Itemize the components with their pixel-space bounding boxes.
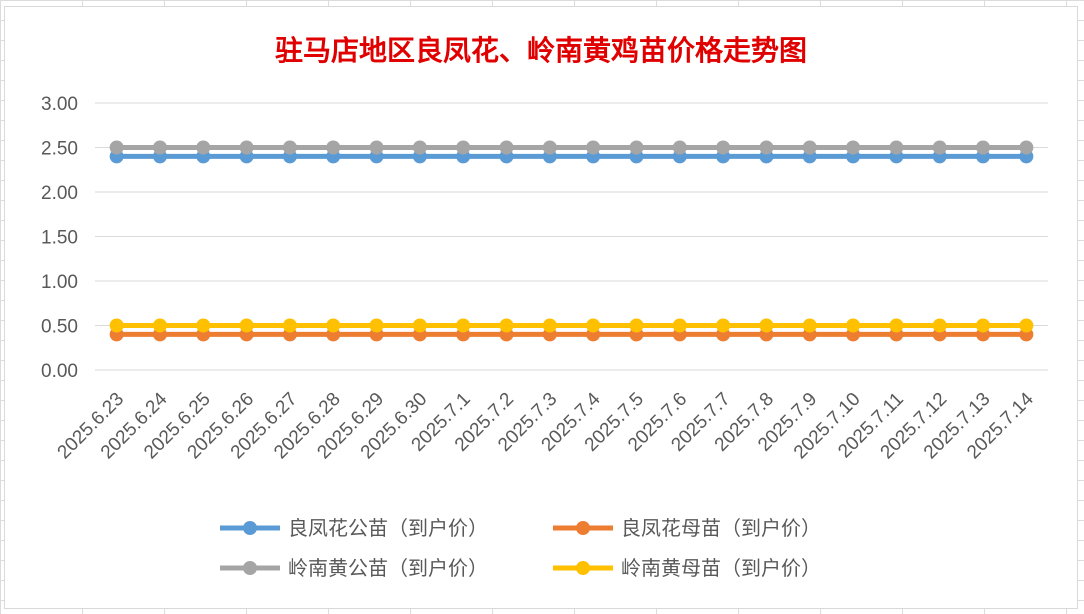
y-tick-label: 0.50	[41, 317, 78, 338]
data-point[interactable]	[586, 318, 601, 333]
legend-label: 岭南黄母苗（到户价）	[621, 556, 821, 580]
legend[interactable]: 良凤花公苗（到户价） 良凤花母苗（到户价） 岭南黄公苗（到户价） 岭南黄母苗（到户价）	[220, 516, 821, 580]
data-point[interactable]	[326, 140, 341, 155]
legend-item[interactable]: 岭南黄公苗（到户价）	[220, 556, 488, 580]
data-point[interactable]	[152, 318, 167, 333]
data-point[interactable]	[499, 140, 514, 155]
data-point[interactable]	[456, 140, 471, 155]
data-point[interactable]	[629, 140, 644, 155]
data-point[interactable]	[542, 318, 557, 333]
data-point[interactable]	[542, 140, 557, 155]
y-tick-label: 1.50	[41, 228, 78, 249]
legend-swatch-marker	[576, 561, 590, 575]
data-point[interactable]	[369, 318, 384, 333]
data-point[interactable]	[802, 318, 817, 333]
legend-label: 良凤花母苗（到户价）	[621, 516, 821, 540]
data-point[interactable]	[109, 140, 124, 155]
data-point[interactable]	[109, 318, 124, 333]
y-tick-label: 0.00	[41, 361, 78, 382]
series-lines	[109, 140, 1034, 342]
data-point[interactable]	[239, 140, 254, 155]
legend-item[interactable]: 良凤花母苗（到户价）	[553, 516, 821, 540]
data-point[interactable]	[282, 140, 297, 155]
data-point[interactable]	[716, 318, 731, 333]
data-point[interactable]	[196, 318, 211, 333]
data-point[interactable]	[932, 318, 947, 333]
legend-label: 岭南黄公苗（到户价）	[288, 556, 488, 580]
series-4[interactable]	[109, 318, 1034, 333]
data-point[interactable]	[196, 140, 211, 155]
legend-label: 良凤花公苗（到户价）	[288, 516, 488, 540]
gridlines	[95, 102, 1048, 371]
data-point[interactable]	[672, 140, 687, 155]
data-point[interactable]	[889, 318, 904, 333]
legend-swatch-marker	[576, 521, 590, 535]
legend-item[interactable]: 良凤花公苗（到户价）	[220, 516, 488, 540]
data-point[interactable]	[282, 318, 297, 333]
data-point[interactable]	[456, 318, 471, 333]
data-point[interactable]	[716, 140, 731, 155]
legend-item[interactable]: 岭南黄母苗（到户价）	[553, 556, 821, 580]
data-point[interactable]	[586, 140, 601, 155]
y-axis-ticks: 0.00 0.50 1.00 1.50 2.00 2.50 3.00	[41, 94, 78, 382]
data-point[interactable]	[672, 318, 687, 333]
data-point[interactable]	[802, 140, 817, 155]
data-point[interactable]	[932, 140, 947, 155]
y-tick-label: 2.00	[41, 183, 78, 204]
data-point[interactable]	[1019, 140, 1034, 155]
data-point[interactable]	[976, 140, 991, 155]
chart-area[interactable]: 驻马店地区良凤花、岭南黄鸡苗价格走势图	[4, 6, 1078, 609]
chart-title: 驻马店地区良凤花、岭南黄鸡苗价格走势图	[274, 34, 807, 67]
y-tick-label: 1.00	[41, 272, 78, 293]
data-point[interactable]	[846, 140, 861, 155]
data-point[interactable]	[499, 318, 514, 333]
data-point[interactable]	[152, 140, 167, 155]
y-tick-label: 2.50	[41, 139, 78, 160]
data-point[interactable]	[889, 140, 904, 155]
data-point[interactable]	[629, 318, 644, 333]
data-point[interactable]	[239, 318, 254, 333]
data-point[interactable]	[1019, 318, 1034, 333]
data-point[interactable]	[846, 318, 861, 333]
data-point[interactable]	[976, 318, 991, 333]
legend-swatch-marker	[243, 521, 257, 535]
x-axis-ticks: 2025.6.232025.6.242025.6.252025.6.262025…	[54, 388, 1039, 463]
legend-swatch-marker	[243, 561, 257, 575]
data-point[interactable]	[412, 140, 427, 155]
y-tick-label: 3.00	[41, 94, 78, 115]
data-point[interactable]	[326, 318, 341, 333]
series-3[interactable]	[109, 140, 1034, 155]
data-point[interactable]	[759, 318, 774, 333]
data-point[interactable]	[759, 140, 774, 155]
data-point[interactable]	[369, 140, 384, 155]
data-point[interactable]	[412, 318, 427, 333]
